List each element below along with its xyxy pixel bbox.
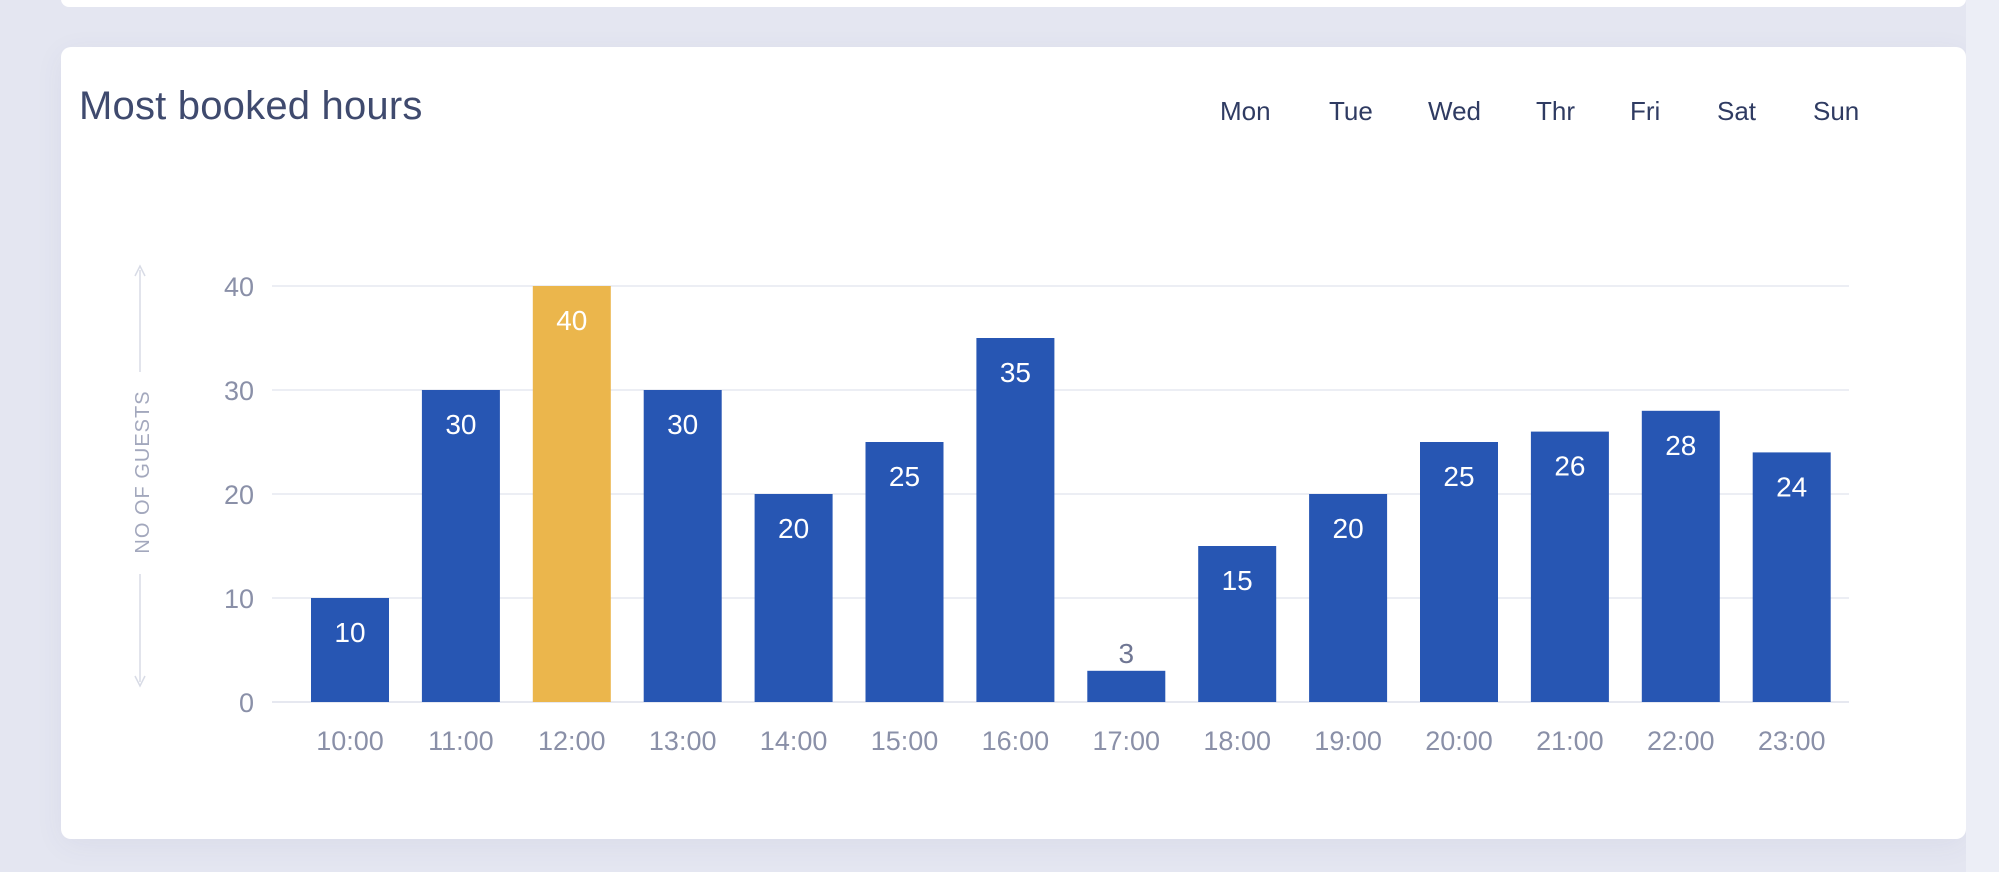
bar-2000[interactable] [1420,442,1498,702]
y-tick-label: 10 [224,584,254,614]
tab-mon[interactable]: Mon [1220,96,1271,126]
y-axis-label: NO OF GUESTS [132,390,154,553]
card-title: Most booked hours [79,84,423,128]
x-tick-label: 23:00 [1758,726,1826,756]
x-tick-label: 17:00 [1093,726,1161,756]
x-tick-label: 16:00 [982,726,1050,756]
page-right-edge [1966,0,1999,872]
bar-value-label: 28 [1665,430,1696,461]
y-tick-label: 40 [224,272,254,302]
bar-1600[interactable] [976,338,1055,702]
bar-2300[interactable] [1752,452,1831,702]
bar-value-label: 3 [1119,638,1135,669]
bar-1200[interactable] [532,286,611,702]
bar-value-label: 20 [1333,513,1364,544]
x-tick-label: 15:00 [871,726,939,756]
bar-1000[interactable] [311,598,389,702]
tab-sat[interactable]: Sat [1717,96,1757,126]
bar-1500[interactable] [865,442,944,702]
tab-tue[interactable]: Tue [1329,96,1373,126]
bar-value-label: 25 [1443,461,1474,492]
x-tick-label: 11:00 [428,726,494,756]
bar-value-labels: 10 30 40 30 20 25 35 3 15 20 25 26 28 24 [334,305,1807,669]
bar-value-label: 15 [1222,565,1253,596]
y-tick-label: 20 [224,480,254,510]
x-tick-labels: 10:00 11:00 12:00 13:00 14:00 15:00 16:00 17:00… [316,726,1825,756]
bar-value-label: 10 [334,617,365,648]
x-tick-label: 13:00 [649,726,717,756]
tab-thr[interactable]: Thr [1536,96,1575,126]
y-tick-label: 30 [224,376,254,406]
y-tick-label: 0 [239,688,254,718]
bar-value-label: 25 [889,461,920,492]
y-tick-labels: 0 10 20 30 40 [224,272,254,718]
x-tick-label: 14:00 [760,726,828,756]
x-tick-label: 20:00 [1425,726,1493,756]
tab-wed[interactable]: Wed [1428,96,1481,126]
bar-1300[interactable] [643,390,722,702]
bar-2200[interactable] [1641,410,1720,702]
bars [311,286,1831,702]
bar-value-label: 30 [667,409,698,440]
bar-1800[interactable] [1198,546,1277,702]
bar-value-label: 35 [1000,357,1031,388]
grid-lines [272,285,1849,703]
bar-1100[interactable] [421,390,500,702]
x-tick-label: 18:00 [1203,726,1271,756]
day-tabs: Mon Tue Wed Thr Fri Sat Sun [1145,96,1865,136]
bar-value-label: 26 [1554,451,1585,482]
bar-value-label: 24 [1776,471,1807,502]
tab-fri[interactable]: Fri [1630,96,1661,126]
x-tick-label: 19:00 [1314,726,1382,756]
y-axis-arrow-down-icon [134,675,146,688]
bar-1900[interactable] [1309,494,1388,702]
x-tick-label: 22:00 [1647,726,1715,756]
y-axis-label-group: NO OF GUESTS [132,264,154,688]
y-axis-arrow-up-icon [134,264,146,277]
tab-sun[interactable]: Sun [1813,96,1860,126]
x-tick-label: 10:00 [316,726,384,756]
bar-value-label: 30 [445,409,476,440]
previous-card [61,0,1966,7]
bar-value-label: 40 [556,305,587,336]
bar-value-label: 20 [778,513,809,544]
bar-1400[interactable] [754,494,833,702]
bar-2100[interactable] [1530,431,1609,702]
x-tick-label: 21:00 [1536,726,1604,756]
x-tick-label: 12:00 [538,726,606,756]
bar-1700[interactable] [1087,670,1166,702]
